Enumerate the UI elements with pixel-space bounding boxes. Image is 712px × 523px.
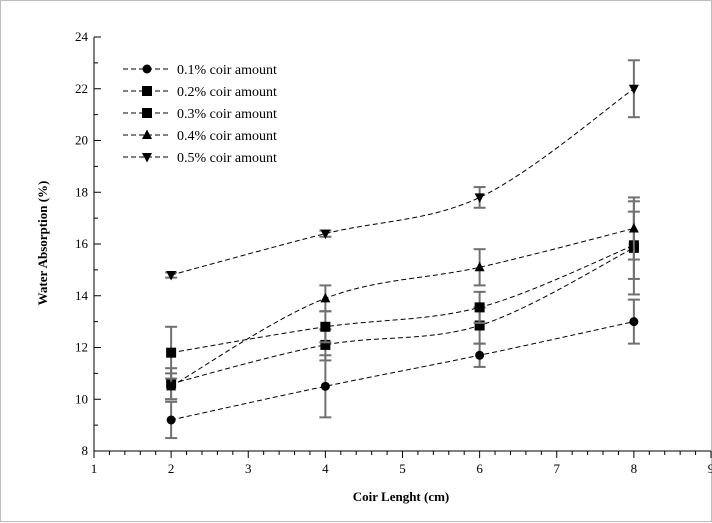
series-4 — [165, 196, 640, 401]
y-tick-label: 24 — [75, 29, 89, 44]
square-marker — [142, 86, 152, 96]
triangle-up-marker — [142, 129, 152, 139]
y-tick-label: 20 — [75, 133, 88, 148]
square-marker — [320, 339, 331, 350]
square-marker — [166, 347, 177, 358]
triangle-down-marker — [142, 153, 152, 163]
circle-marker — [166, 415, 176, 425]
legend-label: 0.2% coir amount — [177, 85, 277, 100]
legend-label: 0.3% coir amount — [177, 107, 277, 122]
circle-marker — [629, 317, 639, 327]
circle-marker — [475, 350, 485, 360]
series-5 — [165, 59, 640, 281]
triangle-up-marker — [474, 261, 485, 272]
series-1 — [165, 298, 640, 440]
legend-item: 0.2% coir amount — [123, 85, 277, 100]
legend-label: 0.4% coir amount — [177, 129, 277, 144]
triangle-down-marker — [474, 193, 485, 203]
x-tick-label: 2 — [168, 461, 175, 476]
series-2 — [165, 200, 640, 401]
square-marker — [320, 321, 331, 332]
triangle-up-marker — [320, 292, 331, 303]
y-tick-label: 22 — [75, 81, 88, 96]
circle-marker — [142, 64, 152, 74]
triangle-up-marker — [166, 380, 177, 391]
triangle-down-marker — [628, 84, 639, 95]
legend-item: 0.5% coir amount — [123, 151, 277, 166]
square-marker — [474, 320, 485, 331]
series-3 — [165, 210, 640, 380]
x-tick-label: 7 — [554, 461, 561, 476]
legend-item: 0.4% coir amount — [123, 129, 277, 144]
legend-label: 0.5% coir amount — [177, 151, 277, 166]
legend: 0.1% coir amount 0.2% coir amount 0.3% coi… — [123, 63, 277, 166]
square-marker — [142, 108, 152, 118]
y-tick-label: 12 — [75, 340, 88, 355]
square-marker — [474, 302, 485, 313]
x-tick-label: 3 — [245, 461, 252, 476]
y-tick-label: 18 — [75, 184, 88, 199]
y-axis-title: Water Absorption (%) — [35, 181, 50, 306]
triangle-down-marker — [166, 271, 177, 281]
legend-item: 0.3% coir amount — [123, 107, 277, 122]
x-tick-label: 4 — [322, 461, 329, 476]
y-tick-label: 14 — [75, 288, 89, 303]
y-tick-label: 8 — [82, 443, 89, 458]
series-line — [171, 321, 634, 421]
x-tick-label: 1 — [91, 461, 98, 476]
legend-label: 0.1% coir amount — [177, 63, 277, 78]
x-tick-label: 8 — [631, 461, 638, 476]
triangle-down-marker — [320, 229, 331, 240]
x-tick-label: 6 — [476, 461, 483, 476]
x-tick-label: 9 — [708, 461, 712, 476]
series-line — [170, 227, 634, 387]
series-line — [171, 244, 635, 354]
circle-marker — [320, 381, 330, 391]
y-tick-label: 10 — [75, 391, 88, 406]
x-axis-title: Coir Lenght (cm) — [353, 489, 450, 504]
triangle-up-marker — [628, 222, 639, 233]
series-line — [171, 247, 635, 385]
legend-item: 0.1% coir amount — [123, 63, 277, 78]
x-tick-label: 5 — [399, 461, 406, 476]
series-line — [170, 88, 635, 276]
plot-area — [165, 59, 640, 440]
y-tick-label: 16 — [75, 236, 89, 251]
